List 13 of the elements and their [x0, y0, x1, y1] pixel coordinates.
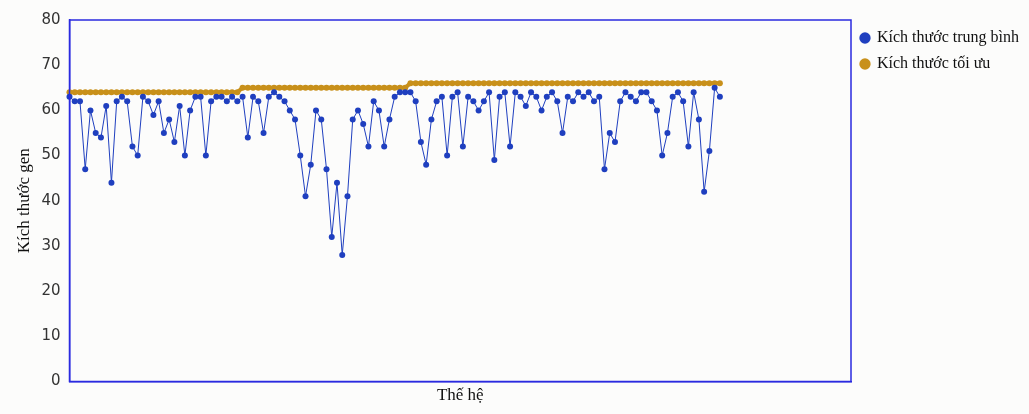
legend-label: Kích thước trung bình	[877, 28, 1019, 47]
y-tick-label: 60	[41, 100, 61, 119]
y-tick-label: 40	[41, 190, 61, 209]
y-tick-label: 0	[50, 371, 61, 390]
y-tick-label: 30	[41, 235, 61, 254]
legend-label: Kích thước tối ưu	[877, 54, 991, 72]
y-tick-label: 10	[41, 326, 61, 345]
y-axis-title: Kích thước gen	[13, 147, 33, 254]
x-axis-title: Thế hệ	[436, 385, 484, 405]
y-tick-label: 20	[41, 281, 61, 300]
y-tick-label: 50	[41, 145, 61, 164]
y-tick-label: 70	[41, 55, 61, 74]
y-tick-label: 80	[41, 9, 61, 28]
